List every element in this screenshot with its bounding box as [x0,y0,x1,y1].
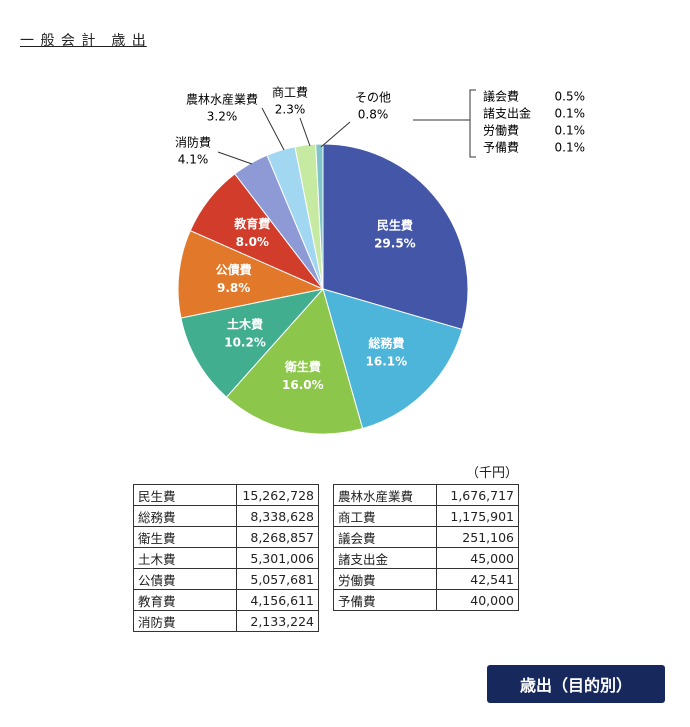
item-cell: 予備費 [333,589,437,611]
value-label: 9.8% [217,281,250,295]
table-row: 土木費 5,301,006 [133,547,319,569]
item-cell: 教育費 [133,589,237,611]
amount-cell: 5,057,681 [236,568,319,590]
leader-line [261,107,285,151]
pie-slice [322,288,463,430]
breakdown-value: 0.1% [555,107,586,121]
bracket [469,89,476,158]
pie-slice [177,229,325,319]
leader-line [299,117,311,147]
table-row: 議会費 251,106 [333,526,519,548]
value-label: 0.8% [358,108,389,122]
unit-label: （千円） [466,466,519,481]
table-row: 諸支出金 45,000 [333,547,519,569]
breakdown-value: 0.1% [555,141,586,155]
slice-label: 民生費 [377,218,413,233]
chart: 民生費 29.5% 総務費 16.1% 衛生費 16.0% 土木費 10.2% 公債費 9.8% 教… [175,85,586,435]
item-cell: 公債費 [133,568,237,590]
table: 民生費 15,262,728 総務費 8,338,628 衛生費 8,268,857 土木費… [133,484,319,632]
slice-label: 衛生費 [284,359,321,374]
leader-line [320,121,351,148]
slice-label: 商工費 [272,85,308,100]
amount-cell: 45,000 [436,547,519,569]
value-label: 3.2% [207,110,238,124]
amount-cell: 15,262,728 [236,484,319,506]
item-cell: 土木費 [133,547,237,569]
amount-cell: 4,156,611 [236,589,319,611]
table-row: 総務費 8,338,628 [133,505,319,527]
amount-cell: 1,175,901 [436,505,519,527]
pie-slice [180,288,325,398]
breakdown-name: 議会費 [483,89,519,104]
badge: 歳出（目的別） [487,665,665,703]
slice-label: 教育費 [233,216,270,231]
leader-line [217,151,253,165]
item-cell: 衛生費 [133,526,237,548]
page-title: 一 般 会 計 歳 出 [20,33,147,49]
table-row: 労働費 42,541 [333,568,519,590]
breakdown-name: 予備費 [483,140,519,155]
amount-cell: 2,133,224 [236,610,319,632]
pie-slice [225,287,364,435]
breakdown-value: 0.1% [555,124,586,138]
item-cell: 消防費 [133,610,237,632]
slice-label: 農林水産業費 [186,92,258,107]
value-label: 8.0% [236,235,269,249]
table-row: 農林水産業費 1,676,717 [333,484,519,506]
pie-slice [315,143,324,290]
amount-cell: 1,676,717 [436,484,519,506]
value-label: 10.2% [224,335,266,349]
table-row: 商工費 1,175,901 [333,505,519,527]
value-label: 29.5% [374,237,416,251]
item-cell: 民生費 [133,484,237,506]
amount-cell: 40,000 [436,589,519,611]
amount-cell: 251,106 [436,526,519,548]
amount-cell: 5,301,006 [236,547,319,569]
slice-label: 総務費 [368,335,404,350]
slice-label: 公債費 [216,262,252,277]
table-row: 衛生費 8,268,857 [133,526,319,548]
item-cell: 総務費 [133,505,237,527]
table: 農林水産業費 1,676,717 商工費 1,175,901 議会費 251,106 諸支出… [333,484,519,611]
table-row: 消防費 2,133,224 [133,610,319,632]
amount-cell: 42,541 [436,568,519,590]
value-label: 2.3% [275,103,306,117]
table-row: 予備費 40,000 [333,589,519,611]
breakdown-name: 労働費 [483,123,519,138]
table-row: 教育費 4,156,611 [133,589,319,611]
pie-slice [322,143,469,331]
amount-cell: 8,268,857 [236,526,319,548]
table-row: 民生費 15,262,728 [133,484,319,506]
value-label: 16.0% [282,378,324,392]
value-label: 16.1% [366,354,408,368]
item-cell: 商工費 [333,505,437,527]
value-label: 4.1% [178,153,209,167]
slice-label: 消防費 [175,135,211,150]
amount-cell: 8,338,628 [236,505,319,527]
breakdown-name: 諸支出金 [483,106,531,121]
item-cell: 農林水産業費 [333,484,437,506]
item-cell: 諸支出金 [333,547,437,569]
breakdown-value: 0.5% [555,90,586,104]
slice-label: 土木費 [227,316,263,331]
slice-label: その他 [355,91,391,105]
item-cell: 議会費 [333,526,437,548]
item-cell: 労働費 [333,568,437,590]
table-row: 公債費 5,057,681 [133,568,319,590]
